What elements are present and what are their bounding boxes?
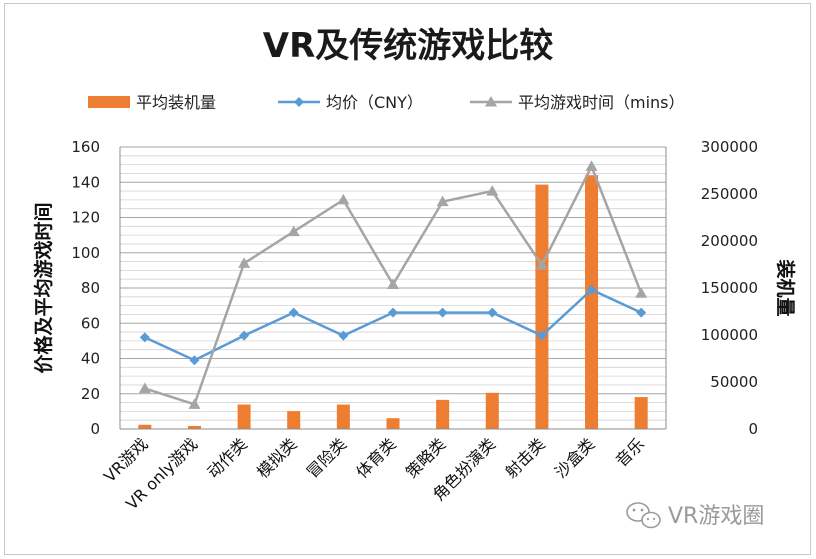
bar — [386, 418, 400, 429]
data-point — [586, 284, 597, 295]
x-tick-label: 体育类 — [352, 434, 399, 481]
data-point — [139, 332, 150, 343]
data-point — [535, 259, 548, 270]
y-left-tick-label: 20 — [81, 385, 100, 403]
y-axis-left-title: 价格及平均游戏时间 — [32, 202, 55, 373]
legend: 平均装机量 均价（CNY） 平均游戏时间（mins） — [88, 93, 685, 112]
legend-item: 平均装机量 — [88, 93, 216, 112]
data-point — [239, 330, 250, 341]
data-point — [189, 355, 200, 366]
watermark-text: VR游戏圈 — [668, 504, 764, 529]
data-point — [437, 307, 448, 318]
legend-item: 均价（CNY） — [278, 93, 423, 112]
data-point — [188, 398, 201, 409]
bar — [187, 425, 201, 429]
y-left-tick-label: 160 — [71, 138, 100, 156]
legend-swatch — [88, 96, 130, 108]
y-right-tick-label: 100000 — [701, 326, 758, 344]
data-point — [487, 307, 498, 318]
wechat-icon — [626, 502, 661, 529]
data-point — [238, 257, 251, 268]
legend-label: 平均装机量 — [136, 93, 216, 112]
y-left-tick-label: 0 — [90, 420, 100, 438]
x-tick-label: 沙盒类 — [551, 434, 598, 481]
legend-label: 平均游戏时间（mins） — [518, 93, 685, 112]
x-tick-label: 冒险类 — [303, 434, 350, 481]
data-point — [287, 225, 300, 237]
legend-marker — [294, 97, 304, 107]
data-point — [388, 307, 398, 318]
y-left-tick-label: 40 — [81, 350, 100, 368]
data-point — [436, 195, 449, 207]
data-point — [635, 287, 648, 298]
y-right-tick-label: 250000 — [701, 185, 758, 203]
gridlines — [120, 146, 666, 430]
bar — [535, 184, 549, 429]
data-point — [636, 307, 647, 318]
y-left-tick-label: 120 — [71, 209, 100, 227]
watermark: VR游戏圈 — [626, 502, 764, 529]
data-point — [138, 382, 151, 393]
data-point — [288, 307, 299, 318]
legend-marker — [485, 96, 497, 107]
x-tick-label: 射击类 — [501, 434, 548, 481]
y-right-tick-label: 200000 — [701, 232, 758, 250]
data-point — [338, 330, 349, 341]
bar — [336, 404, 350, 429]
data-point — [486, 185, 499, 196]
data-point — [337, 193, 350, 205]
axes: 0 20 40 60 80 100 120 140 160 0 50000 100000 150000 2… — [71, 138, 758, 514]
line-series — [138, 160, 648, 409]
data-point — [387, 278, 399, 289]
legend-item: 平均游戏时间（mins） — [470, 93, 685, 112]
bar — [634, 397, 648, 429]
bar — [237, 404, 251, 429]
y-left-tick-label: 60 — [81, 314, 100, 332]
x-tick-label: 动作类 — [204, 434, 251, 481]
y-left-tick-label: 140 — [71, 173, 100, 191]
legend-label: 均价（CNY） — [326, 93, 423, 112]
y-left-tick-label: 100 — [71, 244, 100, 262]
y-axis-right-title: 装机量 — [774, 258, 797, 316]
x-tick-label: 策略类 — [402, 434, 449, 481]
data-point — [585, 160, 598, 171]
data-point — [536, 330, 547, 341]
x-tick-label: 模拟类 — [253, 434, 300, 481]
bar — [138, 424, 152, 429]
bar-series — [138, 175, 648, 429]
bar — [287, 411, 301, 429]
y-left-tick-label: 80 — [81, 279, 100, 297]
chart-title: VR及传统游戏比较 — [263, 26, 554, 66]
y-right-tick-label: 0 — [748, 420, 758, 438]
bar — [585, 175, 599, 429]
y-right-tick-label: 300000 — [701, 138, 758, 156]
x-tick-label: 音乐 — [612, 434, 648, 470]
bar — [485, 392, 499, 429]
bar — [436, 399, 450, 429]
y-right-tick-label: 50000 — [710, 373, 758, 391]
y-right-tick-label: 150000 — [701, 279, 758, 297]
